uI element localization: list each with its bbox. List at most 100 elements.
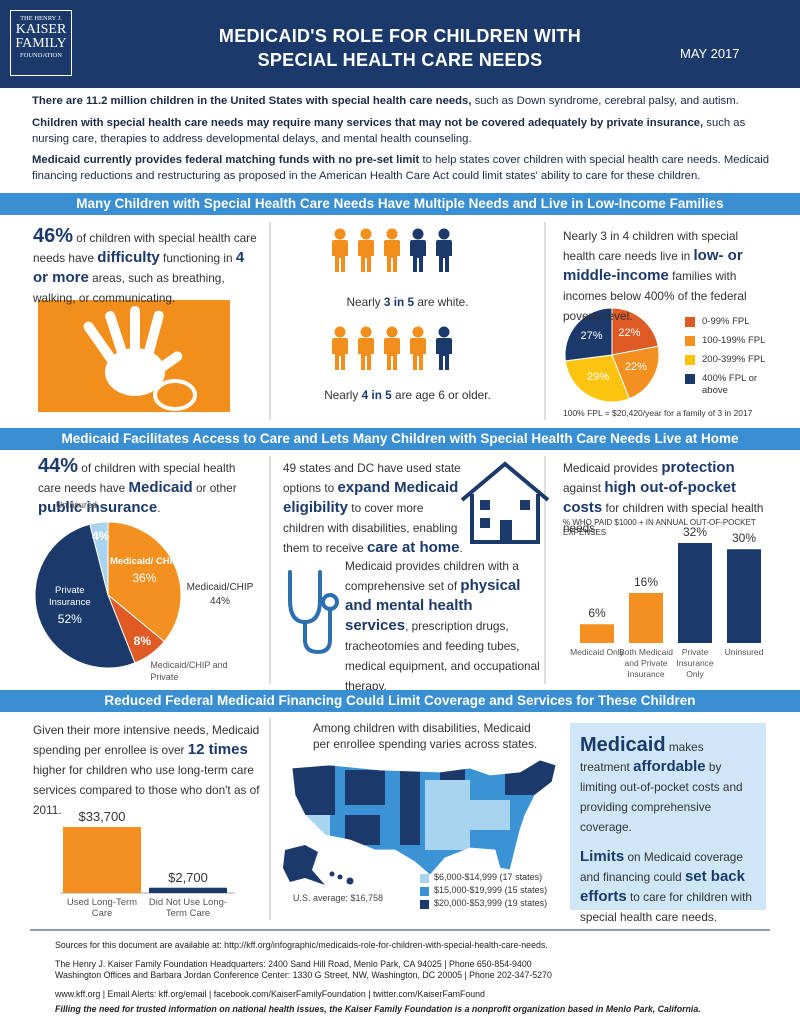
slice-label-group: Medicaid/ CHIP 36% <box>109 556 179 585</box>
logo: THE HENRY J. KAISER FAMILY FOUNDATION <box>10 10 72 76</box>
logo-line: KAISER <box>15 21 67 37</box>
us-map <box>283 759 557 885</box>
text-run: of children with special health care nee… <box>38 461 236 495</box>
slice-label: 52% <box>57 612 82 627</box>
pie-slice <box>564 307 613 362</box>
text-run: . <box>459 541 463 555</box>
section-title: Reduced Federal Medicaid Financing Could… <box>0 690 800 712</box>
footer-line: www.kff.org | Email Alerts: kff.org/emai… <box>55 989 485 999</box>
category-label: Used Long-Term Care <box>66 897 138 919</box>
value-label: 32% <box>682 525 708 539</box>
legend-swatch <box>685 355 695 365</box>
logo-line: FOUNDATION <box>20 51 62 59</box>
legend-label: 400% FPL or above <box>702 373 758 396</box>
pie-slice <box>107 521 182 643</box>
figure-caption: Nearly 4 in 5 are age 6 or older. <box>280 385 535 405</box>
bar <box>580 624 614 643</box>
stat-text: Medicaid provides children with a compre… <box>345 556 540 696</box>
emphasis: 4 or more <box>33 249 245 286</box>
emphasis: 4 in 5 <box>361 388 392 402</box>
title-line: MEDICAID'S ROLE FOR CHILDREN WITH <box>218 26 582 46</box>
slice-label: 8% <box>133 634 151 649</box>
callout-text: Medicaid makes treatment affordable by l… <box>580 735 756 837</box>
emphasis: There are 11.2 million children in the U… <box>32 95 472 107</box>
logo-line: FAMILY <box>15 35 67 51</box>
text-run: of children with special health care nee… <box>33 231 257 265</box>
value-label: 6% <box>588 606 606 621</box>
stat-text: 46% of children with special health care… <box>33 226 261 308</box>
footer-line: Sources for this document are available … <box>55 940 548 950</box>
emphasis: Medicaid currently provides federal matc… <box>32 154 420 166</box>
pie-slice <box>564 354 630 403</box>
date: MAY 2017 <box>680 46 740 61</box>
stat-text: Nearly 3 in 4 children with special heal… <box>563 226 773 326</box>
pie-slice <box>34 523 136 669</box>
text-run: Nearly <box>324 388 362 402</box>
annotation-line: Medicaid/CHIP <box>186 582 254 593</box>
title-line: SPECIAL HEALTH CARE NEEDS <box>257 50 543 70</box>
category-label: Uninsured <box>724 647 764 657</box>
legend-swatch <box>420 900 429 909</box>
slice-category: Uninsured <box>55 499 97 510</box>
logo-line: THE HENRY J. <box>20 15 62 22</box>
category-label: Both Medicaid and Private Insurance <box>619 647 673 679</box>
pie-slice <box>89 521 109 596</box>
bar <box>629 593 663 643</box>
emphasis: 3 in 5 <box>383 295 415 309</box>
legend-swatch <box>685 374 695 384</box>
text-run: are white. <box>414 295 469 309</box>
slice-label: 22% <box>624 361 647 374</box>
slice-category: Private Insurance <box>48 585 91 609</box>
footer-line: Washington Offices and Barbara Jordan Co… <box>55 970 552 980</box>
bar <box>678 543 712 643</box>
text-run: Medicaid provides <box>563 461 662 475</box>
section-title: Medicaid Facilitates Access to Care and … <box>0 428 800 450</box>
category-label: Medicaid Only <box>570 647 624 657</box>
stethoscope-icon <box>288 570 339 655</box>
text-run: . <box>157 501 161 515</box>
bar <box>149 887 227 893</box>
emphasis: 12 times <box>187 741 248 758</box>
section-title: Many Children with Special Health Care N… <box>0 193 800 215</box>
emphasis: Children with special health care needs … <box>32 117 704 129</box>
stat-text: Medicaid provides protection against hig… <box>563 458 775 538</box>
slice-label: 27% <box>580 329 603 342</box>
slice-label: 36% <box>132 570 157 585</box>
footer-line: Filling the need for trusted information… <box>55 1004 701 1014</box>
map-average: U.S. average: $16,758 <box>293 893 384 903</box>
value-label: $2,700 <box>168 869 208 885</box>
text-run: Nearly 3 in 4 children with special heal… <box>563 229 739 263</box>
emphasis: expand Medicaid eligibility <box>283 479 459 516</box>
legend-label: 0-99% FPL <box>702 316 750 327</box>
text-run: functioning in <box>159 251 236 265</box>
text-run: Nearly <box>346 295 384 309</box>
emphasis: care at home <box>366 539 460 556</box>
chart-subtitle: % WHO PAID $1000 + IN ANNUAL OUT-OF-POCK… <box>563 518 756 537</box>
slice-label: 29% <box>587 371 610 384</box>
text-run: against <box>563 481 605 495</box>
legend-label: $15,000-$19,999 (15 states) <box>434 885 548 895</box>
footer-line: The Henry J. Kaiser Family Foundation He… <box>55 959 532 969</box>
text-run: 49 states and DC have used state options… <box>283 461 461 495</box>
slice-category: Medicaid/CHIP and Private <box>150 660 228 682</box>
stat-text: Given their more intensive needs, Medica… <box>33 720 261 820</box>
text-run: or other <box>192 481 237 495</box>
value-label: 30% <box>731 531 757 546</box>
category-label: Private Insurance Only <box>676 647 714 679</box>
hands-icon <box>38 300 230 412</box>
emphasis: Medicaid <box>580 734 666 756</box>
stat-text: 49 states and DC have used state options… <box>283 458 465 558</box>
emphasis: high out-of-pocket costs <box>563 479 736 516</box>
emphasis: set back efforts <box>580 868 745 905</box>
emphasis: protection <box>661 459 735 476</box>
header: THE HENRY J. KAISER FAMILY FOUNDATION ME… <box>0 0 800 88</box>
slice-label: 4% <box>92 529 110 544</box>
legend-label: $20,000-$53,999 (19 states) <box>434 898 548 908</box>
callout-text: Limits on Medicaid coverage and financin… <box>580 847 756 927</box>
annotation-line: 44% <box>209 596 230 607</box>
legend-label: 200-399% FPL <box>702 354 766 365</box>
callout-box: Medicaid makes treatment affordable by l… <box>570 723 766 924</box>
bar <box>727 549 761 643</box>
text-run: Given their more intensive needs, Medica… <box>33 723 260 757</box>
